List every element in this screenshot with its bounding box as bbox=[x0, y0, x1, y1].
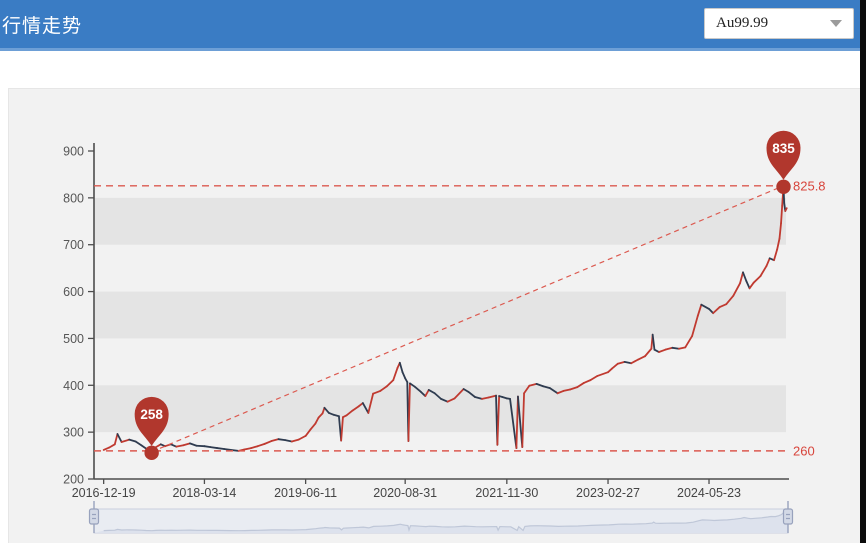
x-axis-label: 2018-03-14 bbox=[172, 486, 236, 500]
price-segment bbox=[299, 436, 306, 440]
y-axis-label: 600 bbox=[63, 285, 84, 299]
price-segment bbox=[767, 258, 770, 265]
max-marker-pin: 835 bbox=[766, 131, 800, 180]
min-marker-pin: 258 bbox=[135, 397, 169, 446]
max-marker-pin-dot bbox=[776, 180, 790, 194]
price-segment bbox=[597, 372, 608, 376]
price-segment bbox=[612, 364, 618, 369]
price-segment bbox=[750, 283, 754, 289]
price-segment bbox=[590, 376, 597, 380]
price-segment bbox=[754, 276, 761, 283]
price-segment bbox=[665, 348, 672, 350]
price-segment bbox=[211, 447, 218, 448]
price-segment bbox=[760, 266, 766, 276]
price-segment bbox=[117, 434, 121, 442]
price-segment bbox=[251, 446, 258, 448]
x-axis-label: 2016-12-19 bbox=[72, 486, 136, 500]
price-segment bbox=[265, 441, 272, 444]
price-segment bbox=[190, 443, 197, 445]
navigator-right-handle-grip[interactable] bbox=[784, 509, 793, 524]
y-axis-label: 800 bbox=[63, 191, 84, 205]
price-segment bbox=[631, 360, 638, 364]
plot-band bbox=[94, 292, 786, 339]
instrument-select[interactable]: Au99.99 bbox=[704, 8, 854, 39]
price-segment bbox=[400, 363, 403, 372]
y-axis-label: 500 bbox=[63, 332, 84, 346]
x-axis-label: 2024-05-23 bbox=[677, 486, 741, 500]
price-segment bbox=[258, 444, 265, 446]
x-axis-label: 2023-02-27 bbox=[576, 486, 640, 500]
price-segment bbox=[743, 272, 746, 281]
price-segment bbox=[740, 272, 743, 283]
price-segment bbox=[122, 440, 130, 442]
price-segment bbox=[176, 445, 183, 446]
title-bar: 行情走势 Au99.99 bbox=[0, 0, 866, 51]
reference-line-label: 260 bbox=[793, 443, 815, 458]
price-segment bbox=[136, 442, 142, 446]
price-segment bbox=[625, 362, 632, 363]
x-axis-label: 2019-06-11 bbox=[274, 486, 337, 500]
min-marker-pin-label: 258 bbox=[140, 407, 163, 422]
price-segment bbox=[746, 281, 749, 288]
plot-band bbox=[94, 198, 786, 245]
y-axis-label: 400 bbox=[63, 379, 84, 393]
reference-line-label: 825.8 bbox=[793, 178, 826, 193]
chart-panel: 200 300 400 500 600 700 800 900 2016-12-19 2018-0… bbox=[8, 88, 860, 543]
price-segment bbox=[393, 368, 397, 380]
price-segment bbox=[285, 440, 292, 441]
price-segment bbox=[781, 206, 782, 223]
x-axis-label: 2021-11-30 bbox=[475, 486, 538, 500]
price-segment bbox=[109, 444, 115, 447]
screen-edge-strip bbox=[860, 0, 866, 543]
price-segment bbox=[129, 440, 135, 442]
price-segment bbox=[659, 350, 665, 352]
y-axis-label: 900 bbox=[63, 145, 84, 159]
max-marker-pin-label: 835 bbox=[772, 141, 795, 156]
price-segment bbox=[183, 443, 190, 445]
page-title: 行情走势 bbox=[2, 11, 82, 38]
price-segment bbox=[618, 362, 625, 364]
price-segment bbox=[645, 349, 651, 356]
price-segment bbox=[292, 440, 299, 442]
price-segment bbox=[224, 449, 231, 450]
min-marker-pin-dot bbox=[144, 446, 158, 460]
price-segment bbox=[271, 439, 278, 441]
price-segment bbox=[278, 439, 285, 440]
price-segment bbox=[584, 380, 591, 383]
x-axis-label: 2020-08-31 bbox=[373, 486, 437, 500]
navigator-left-handle-grip[interactable] bbox=[90, 509, 99, 524]
price-segment bbox=[204, 446, 210, 447]
y-axis-label: 700 bbox=[63, 238, 84, 252]
price-segment bbox=[115, 434, 118, 444]
price-segment bbox=[244, 448, 251, 449]
price-segment bbox=[217, 448, 224, 449]
chevron-down-icon bbox=[830, 20, 842, 27]
price-segment bbox=[402, 372, 405, 378]
instrument-select-value: Au99.99 bbox=[716, 15, 768, 32]
y-axis-label: 300 bbox=[63, 426, 84, 440]
price-segment bbox=[679, 347, 685, 348]
price-segment bbox=[638, 356, 645, 359]
y-axis-label: 200 bbox=[63, 473, 84, 487]
plot-band bbox=[94, 385, 786, 432]
price-chart: 200 300 400 500 600 700 800 900 2016-12-19 2018-0… bbox=[9, 89, 861, 544]
price-segment bbox=[774, 249, 777, 260]
price-segment bbox=[672, 348, 679, 349]
